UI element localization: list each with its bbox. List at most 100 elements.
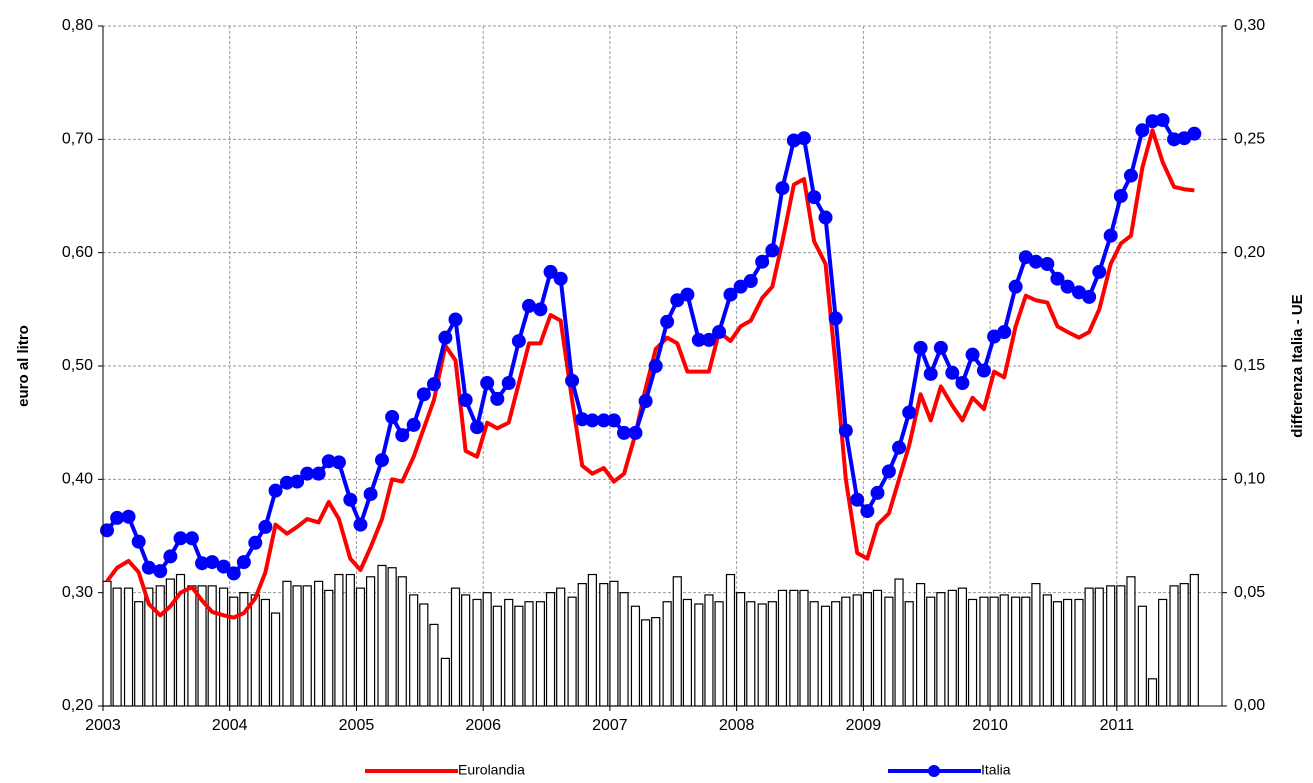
bar xyxy=(694,603,704,707)
point xyxy=(100,523,114,538)
point xyxy=(828,311,843,326)
bar xyxy=(482,592,492,707)
point xyxy=(448,312,463,327)
point xyxy=(522,298,537,313)
bar xyxy=(967,598,978,707)
bar xyxy=(714,601,724,707)
point xyxy=(1008,279,1023,294)
bar xyxy=(884,596,894,707)
point xyxy=(850,492,865,507)
point xyxy=(596,413,611,428)
x-tick-label: 2004 xyxy=(212,717,248,734)
point xyxy=(216,559,231,574)
bar xyxy=(302,585,312,707)
point xyxy=(1040,257,1055,271)
bar xyxy=(377,564,387,707)
x-tick-label: 2009 xyxy=(846,717,882,734)
bar xyxy=(524,601,534,707)
bar xyxy=(999,594,1009,707)
bar xyxy=(640,619,651,707)
point xyxy=(628,425,643,440)
point xyxy=(606,413,621,428)
bar xyxy=(1042,594,1052,707)
point xyxy=(1123,168,1138,183)
y-tick-label: 0,20 xyxy=(62,697,93,714)
point xyxy=(660,314,675,329)
bar xyxy=(270,612,281,707)
point xyxy=(680,287,695,302)
x-tick-label: 2005 xyxy=(339,717,375,734)
x-tick-label: 2003 xyxy=(85,717,121,734)
point xyxy=(321,454,336,469)
bar xyxy=(387,567,397,707)
bar xyxy=(862,592,872,707)
x-tick-label: 2008 xyxy=(719,717,755,734)
bar xyxy=(429,623,439,707)
legend-marker xyxy=(928,765,940,777)
bar xyxy=(260,598,271,707)
point xyxy=(965,347,980,362)
bar xyxy=(282,580,292,707)
y2-tick-label: 0,15 xyxy=(1234,357,1265,374)
bar xyxy=(672,576,682,707)
y-axis-title: euro al litro xyxy=(15,325,32,407)
point xyxy=(1103,228,1118,243)
bar xyxy=(1158,598,1168,707)
point xyxy=(691,332,706,347)
point xyxy=(1082,289,1097,304)
bar xyxy=(207,585,217,707)
bar xyxy=(355,587,366,707)
point xyxy=(1145,114,1160,129)
bar xyxy=(314,580,324,707)
bar xyxy=(630,605,641,707)
point xyxy=(712,325,727,339)
bar xyxy=(904,601,914,707)
y2-tick-label: 0,30 xyxy=(1234,17,1265,34)
bar xyxy=(725,573,736,707)
point xyxy=(723,287,738,302)
bar xyxy=(926,596,936,707)
point xyxy=(385,410,400,424)
x-tick-label: 2011 xyxy=(1100,717,1135,734)
point xyxy=(290,474,305,489)
point xyxy=(311,466,326,481)
point xyxy=(141,560,156,575)
line xyxy=(105,118,1196,576)
point xyxy=(617,425,632,440)
bar xyxy=(292,585,302,707)
bar xyxy=(989,596,999,707)
bar xyxy=(102,580,112,707)
bar xyxy=(450,587,461,707)
point xyxy=(268,483,283,498)
point xyxy=(236,555,251,570)
y-tick-label: 0,60 xyxy=(62,244,93,261)
bar xyxy=(324,589,334,707)
bar xyxy=(767,601,777,707)
line xyxy=(105,128,1195,620)
y-tick-label: 0,80 xyxy=(62,17,93,34)
bar xyxy=(704,594,714,707)
point xyxy=(765,243,780,258)
point xyxy=(184,531,199,546)
x-tick-label: 2007 xyxy=(592,717,628,734)
point xyxy=(470,420,485,435)
point xyxy=(860,504,875,519)
bar xyxy=(1116,585,1126,707)
bar xyxy=(609,580,619,707)
legend-label: Eurolandia xyxy=(458,762,525,778)
bar xyxy=(936,592,946,707)
point xyxy=(511,334,526,349)
point xyxy=(976,363,991,378)
bar xyxy=(820,605,831,707)
point xyxy=(638,394,653,409)
bar xyxy=(619,592,629,707)
point xyxy=(153,564,168,579)
bar xyxy=(1137,605,1147,707)
bar xyxy=(872,589,883,707)
bar xyxy=(852,594,862,707)
point xyxy=(131,534,146,549)
bar xyxy=(514,605,524,707)
point xyxy=(902,405,917,420)
point xyxy=(363,487,378,502)
point xyxy=(701,332,716,347)
